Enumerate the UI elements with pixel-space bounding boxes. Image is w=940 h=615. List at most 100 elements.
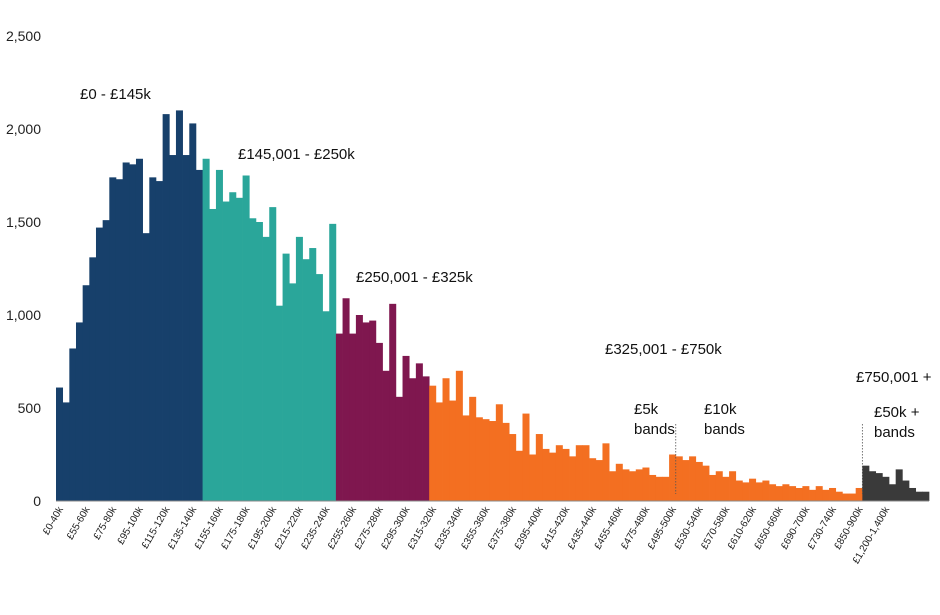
bar-band4-23 — [582, 445, 590, 501]
annotation-5k-bands-line1: £5k — [634, 401, 659, 418]
bar-band4-11 — [502, 422, 510, 501]
bar-band4-12 — [509, 434, 517, 501]
bar-band3-5 — [369, 320, 377, 501]
bar-band4-40 — [695, 461, 703, 501]
y-axis: 0 500 1,000 1,500 2,000 2,500 — [6, 28, 41, 509]
bar-band4-54 — [789, 486, 797, 501]
bar-band4-57 — [809, 489, 817, 501]
bar-band4-48 — [749, 478, 757, 501]
bar-band4-63 — [849, 493, 857, 501]
y-tick-label: 2,500 — [6, 28, 41, 44]
band-label-750k-plus: £750,001 + — [856, 369, 932, 386]
bar-band4-37 — [675, 456, 683, 501]
bar-band1-9 — [115, 179, 123, 501]
bar-band1-6 — [95, 227, 103, 501]
bar-band2-0 — [202, 158, 210, 501]
bar-band4-13 — [515, 450, 523, 501]
annotation-10k-bands-line2: bands — [704, 421, 745, 438]
bar-band4-58 — [815, 486, 823, 501]
bar-band4-25 — [595, 460, 603, 501]
bar-band4-64 — [855, 487, 863, 501]
bar-band4-1 — [435, 402, 443, 501]
bar-band2-15 — [302, 259, 310, 501]
bar-band1-14 — [149, 177, 157, 502]
bar-band2-6 — [242, 175, 250, 501]
band-label-325-750k: £325,001 - £750k — [605, 341, 722, 358]
band-labels: £0 - £145k £145,001 - £250k £250,001 - £… — [80, 86, 932, 386]
bar-band4-26 — [602, 443, 610, 501]
bar-band4-28 — [615, 463, 623, 501]
x-tick-label: £75-80k — [92, 504, 120, 542]
bar-band2-9 — [262, 236, 270, 501]
bar-band5-0 — [862, 465, 870, 501]
bar-band1-10 — [122, 162, 130, 502]
bar-band2-12 — [282, 253, 290, 501]
bar-band2-14 — [295, 236, 303, 501]
bar-band3-12 — [415, 363, 423, 501]
bar-band1-20 — [189, 123, 197, 502]
bars — [56, 110, 930, 502]
bar-band4-5 — [462, 415, 470, 501]
bar-band2-7 — [249, 218, 257, 501]
y-tick-label: 500 — [18, 400, 42, 416]
bar-band5-8 — [915, 491, 923, 501]
bar-band1-15 — [155, 181, 163, 501]
bar-band4-17 — [542, 448, 550, 501]
bar-band4-18 — [549, 452, 557, 501]
bar-band4-14 — [522, 413, 530, 501]
bar-band4-27 — [609, 471, 617, 501]
bar-band2-13 — [289, 283, 297, 501]
bar-band3-3 — [355, 315, 363, 501]
bar-band4-60 — [829, 487, 837, 501]
bar-band4-8 — [482, 419, 490, 501]
bar-band3-10 — [402, 355, 410, 501]
bar-band1-2 — [69, 348, 77, 501]
bar-band1-19 — [182, 155, 190, 502]
bar-band4-43 — [715, 471, 723, 501]
bar-band4-0 — [429, 385, 437, 501]
annotation-50k-bands-line2: bands — [874, 424, 915, 441]
bar-band2-5 — [235, 197, 243, 501]
bar-band4-32 — [642, 467, 650, 501]
bar-band1-8 — [109, 177, 117, 502]
bar-band2-16 — [309, 248, 317, 501]
bar-band4-6 — [469, 396, 477, 501]
bar-band4-42 — [709, 474, 717, 501]
bar-band4-9 — [489, 421, 497, 501]
bar-band3-1 — [342, 298, 350, 501]
bar-band5-2 — [875, 473, 883, 501]
bar-band2-19 — [329, 223, 337, 502]
bar-band2-18 — [322, 311, 330, 501]
bar-band4-41 — [702, 465, 710, 501]
y-tick-label: 1,000 — [6, 307, 41, 323]
annotation-10k-bands-line1: £10k — [704, 401, 737, 418]
bar-band4-31 — [635, 469, 643, 501]
y-tick-label: 1,500 — [6, 214, 41, 230]
bar-band5-7 — [909, 487, 917, 501]
y-tick-label: 0 — [33, 493, 41, 509]
bar-band2-1 — [209, 208, 217, 502]
bar-band4-50 — [762, 480, 770, 501]
bar-band1-21 — [195, 169, 203, 502]
bar-band4-24 — [589, 458, 597, 501]
bar-band4-7 — [475, 417, 483, 501]
bar-band4-34 — [655, 476, 663, 501]
bar-band4-4 — [455, 370, 463, 501]
x-tick-label: £0-40k — [41, 504, 66, 537]
bar-band1-1 — [62, 402, 70, 501]
bar-band4-51 — [769, 484, 777, 501]
bar-band3-6 — [375, 342, 383, 501]
bar-band3-2 — [349, 333, 357, 501]
bar-band4-19 — [555, 445, 563, 501]
bar-band4-10 — [495, 404, 503, 501]
bar-band2-4 — [229, 192, 237, 502]
bar-band2-8 — [255, 222, 263, 501]
bar-band4-49 — [755, 482, 763, 501]
bar-band4-21 — [569, 456, 577, 501]
bar-band4-33 — [649, 474, 657, 501]
x-axis: £0-40k £55-60k £75-80k£95-100k£115-120k£13… — [41, 504, 893, 566]
bar-band3-11 — [409, 378, 417, 501]
bar-band3-4 — [362, 322, 370, 501]
bar-band4-29 — [622, 469, 630, 501]
bar-band4-55 — [795, 487, 803, 501]
